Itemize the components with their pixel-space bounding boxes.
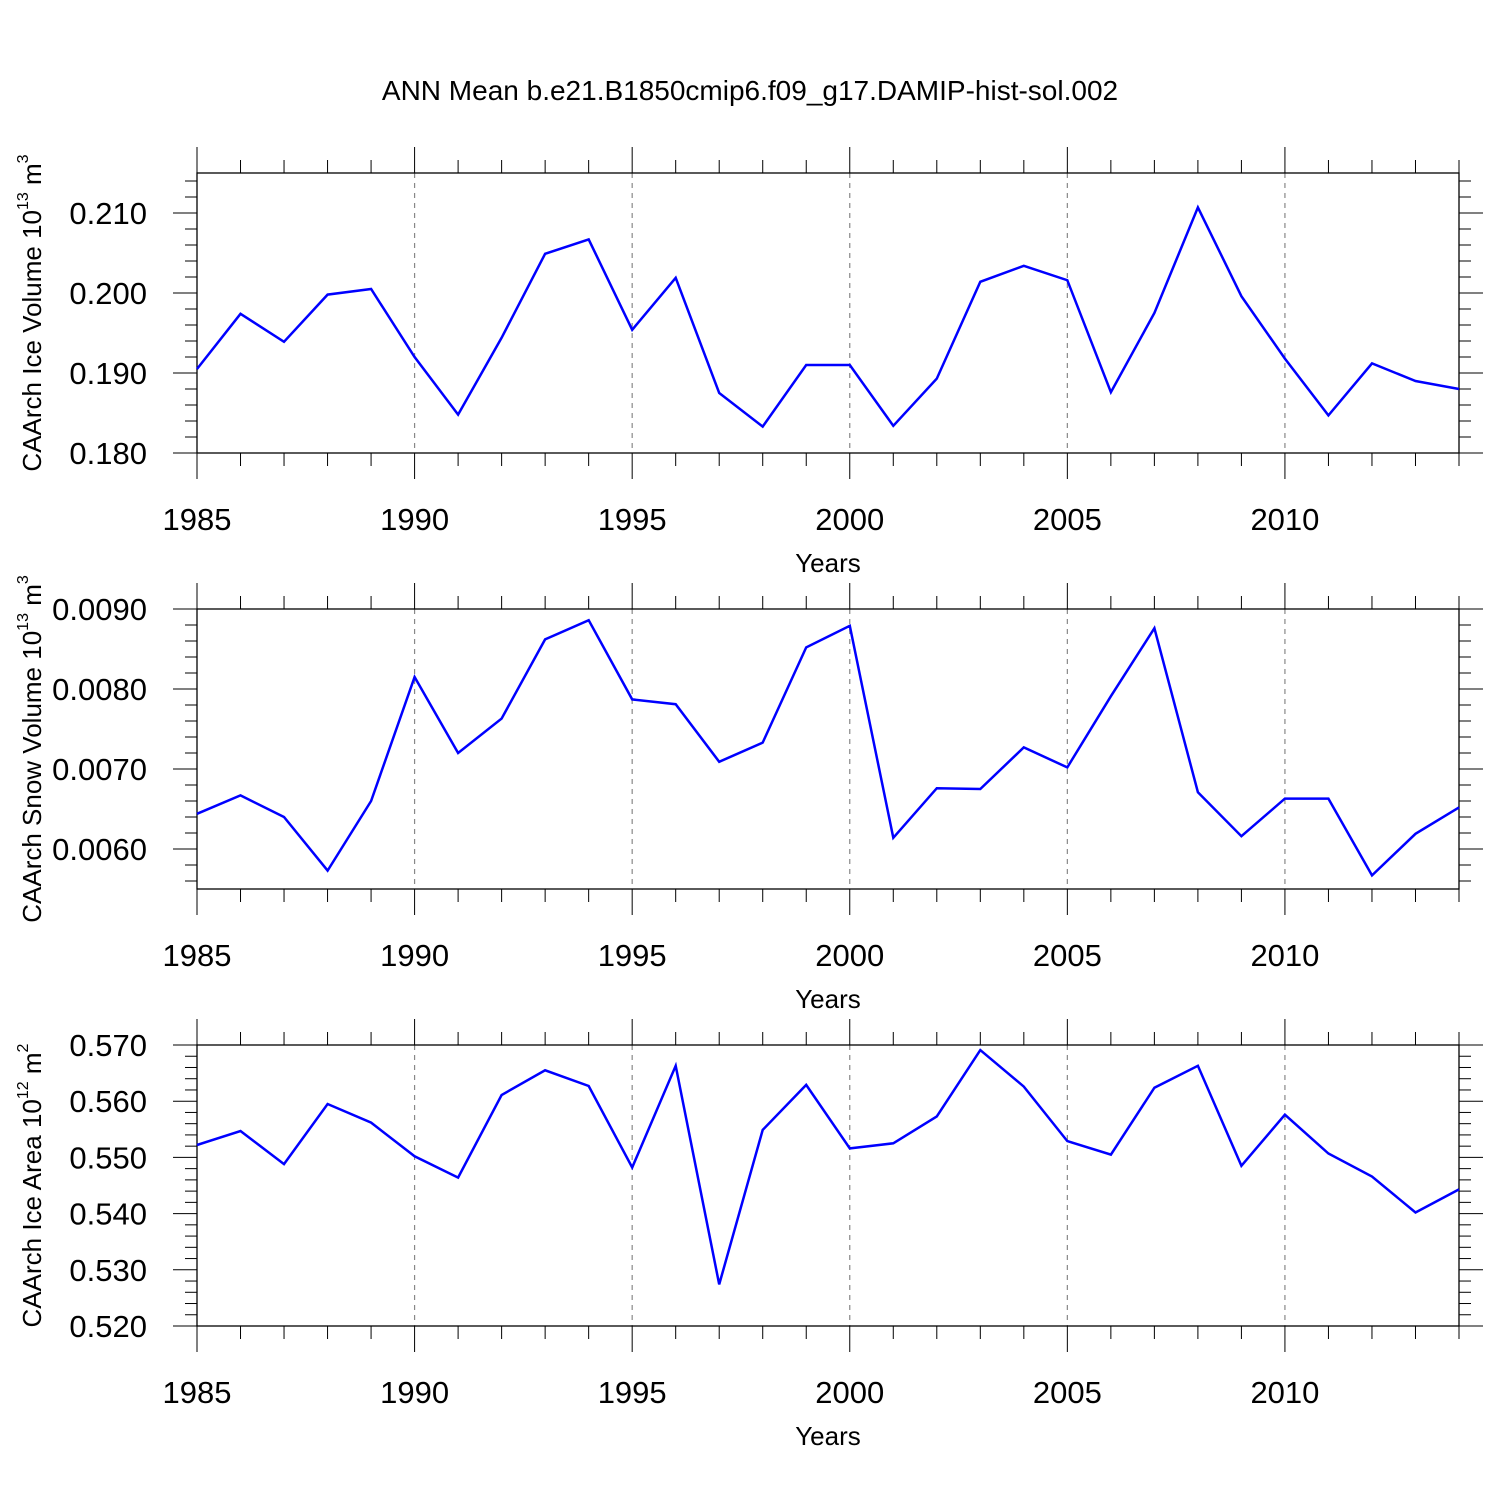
x-tick-label: 2005: [1033, 938, 1102, 973]
x-tick-label: 2000: [815, 938, 884, 973]
panel-1: 0.180 0.190 0.200 0.210 1985 1990 1995 2000 2005…: [15, 147, 1483, 578]
y-tick-label: 0.190: [69, 356, 147, 391]
x-tick-label: 2005: [1033, 502, 1102, 537]
y-tick-label: 0.550: [69, 1140, 147, 1175]
x-tick-label: 2010: [1250, 938, 1319, 973]
y-tick-label: 0.540: [69, 1197, 147, 1232]
y-axis-label-exponent: 12: [15, 1081, 32, 1099]
y-tick-label: 0.0060: [52, 832, 147, 867]
y-axis-label: CAArch Snow Volume 1013 m3: [15, 575, 47, 923]
y-axis-label-unit-exponent: 3: [15, 154, 32, 163]
y-tick-label: 0.560: [69, 1084, 147, 1119]
y-axis-label-main: CAArch Snow Volume 10: [17, 631, 47, 923]
x-tick-label: 2000: [815, 502, 884, 537]
y-tick-label: 0.520: [69, 1309, 147, 1344]
x-tick-label: 1985: [163, 1375, 232, 1410]
y-tick-label: 0.200: [69, 276, 147, 311]
x-axis-label: Years: [795, 548, 861, 578]
series-line: [196, 618, 1460, 878]
y-axis-label-unit: m: [17, 584, 47, 613]
y-axis-label: CAArch Ice Area 1012 m2: [15, 1043, 47, 1327]
y-tick-label: 0.530: [69, 1253, 147, 1288]
plot-frame: [196, 172, 1460, 454]
y-tick-label: 0.570: [69, 1028, 147, 1063]
y-axis-label-unit-exponent: 2: [15, 1043, 32, 1052]
y-axis-label-main: CAArch Ice Volume 10: [17, 210, 47, 472]
y-tick-label: 0.0080: [52, 672, 147, 707]
plot-frame: [196, 1044, 1460, 1327]
y-axis-label-exponent: 13: [15, 192, 32, 210]
x-tick-label: 2010: [1250, 1375, 1319, 1410]
x-tick-label: 2000: [815, 1375, 884, 1410]
x-tick-label: 1990: [380, 502, 449, 537]
chart-title: ANN Mean b.e21.B1850cmip6.f09_g17.DAMIP-…: [382, 75, 1118, 106]
y-tick-label: 0.210: [69, 196, 147, 231]
series-line: [196, 1048, 1460, 1285]
y-axis-label: CAArch Ice Volume 1013 m3: [15, 154, 47, 471]
y-axis-label-unit: m: [17, 163, 47, 192]
y-axis-label-unit: m: [17, 1052, 47, 1081]
x-tick-label: 1985: [163, 502, 232, 537]
y-axis-label-exponent: 13: [15, 613, 32, 631]
x-tick-label: 2010: [1250, 502, 1319, 537]
x-tick-label: 1995: [598, 938, 667, 973]
x-axis-label: Years: [795, 984, 861, 1014]
x-tick-label: 1995: [598, 1375, 667, 1410]
y-axis-label-main: CAArch Ice Area 10: [17, 1099, 47, 1327]
x-axis-label: Years: [795, 1421, 861, 1451]
plot-frame: [196, 608, 1460, 890]
x-tick-label: 1985: [163, 938, 232, 973]
panel-2: 0.0060 0.0070 0.0080 0.0090 1985 1990 1995 2000…: [15, 575, 1483, 1014]
y-axis-label-unit-exponent: 3: [15, 575, 32, 584]
x-tick-label: 1990: [380, 938, 449, 973]
y-tick-label: 0.180: [69, 436, 147, 471]
x-tick-label: 2005: [1033, 1375, 1102, 1410]
x-tick-label: 1990: [380, 1375, 449, 1410]
panel-3: 0.520 0.530 0.540 0.550 0.560 0.570 1985 1990 19…: [15, 1019, 1483, 1451]
y-tick-label: 0.0070: [52, 752, 147, 787]
y-tick-label: 0.0090: [52, 592, 147, 627]
x-tick-label: 1995: [598, 502, 667, 537]
series-line: [196, 204, 1460, 429]
